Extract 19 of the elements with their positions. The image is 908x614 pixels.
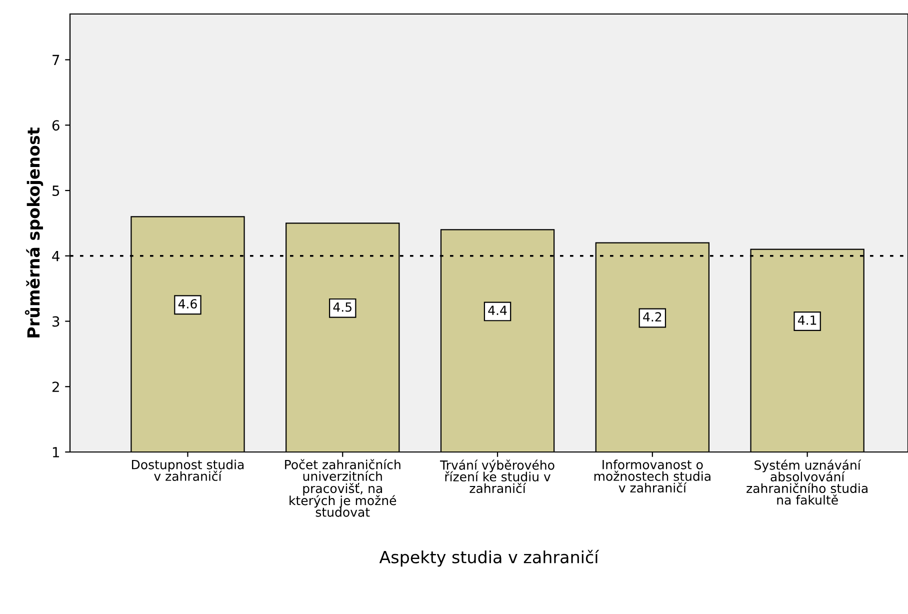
y-tick-label: 7	[52, 54, 60, 66]
data-label: 4.4	[488, 306, 507, 315]
x-axis-title: Aspekty studia v zahraničí	[379, 550, 600, 567]
y-axis-title: Průměrná spokojenost	[24, 128, 44, 338]
data-label: 4.2	[643, 312, 662, 322]
x-tick-label: Dostupnost studia v zahraničí	[132, 460, 244, 481]
x-tick-label: Trvání výběrového řízení ke studiu v zahraničí	[440, 460, 554, 494]
y-tick-label: 2	[52, 382, 59, 392]
y-tick-label: 1	[52, 447, 59, 458]
y-tick-label: 3	[52, 316, 60, 327]
y-tick-label: 6	[52, 120, 60, 131]
data-label: 4.5	[333, 302, 352, 312]
x-tick-label: Systém uznávání absolvování zahraničního studia na fakultě	[746, 460, 868, 505]
data-label: 4.1	[798, 316, 816, 325]
data-label: 4.6	[178, 299, 197, 309]
y-tick-label: 4	[52, 251, 60, 262]
x-tick-label: Počet zahraničních univerzitních pracovišť, na kterých je možné studovat	[285, 459, 400, 517]
x-tick-label: Informovanost o možnostech studia v zahraničí	[594, 460, 710, 493]
y-tick-label: 5	[52, 186, 60, 196]
